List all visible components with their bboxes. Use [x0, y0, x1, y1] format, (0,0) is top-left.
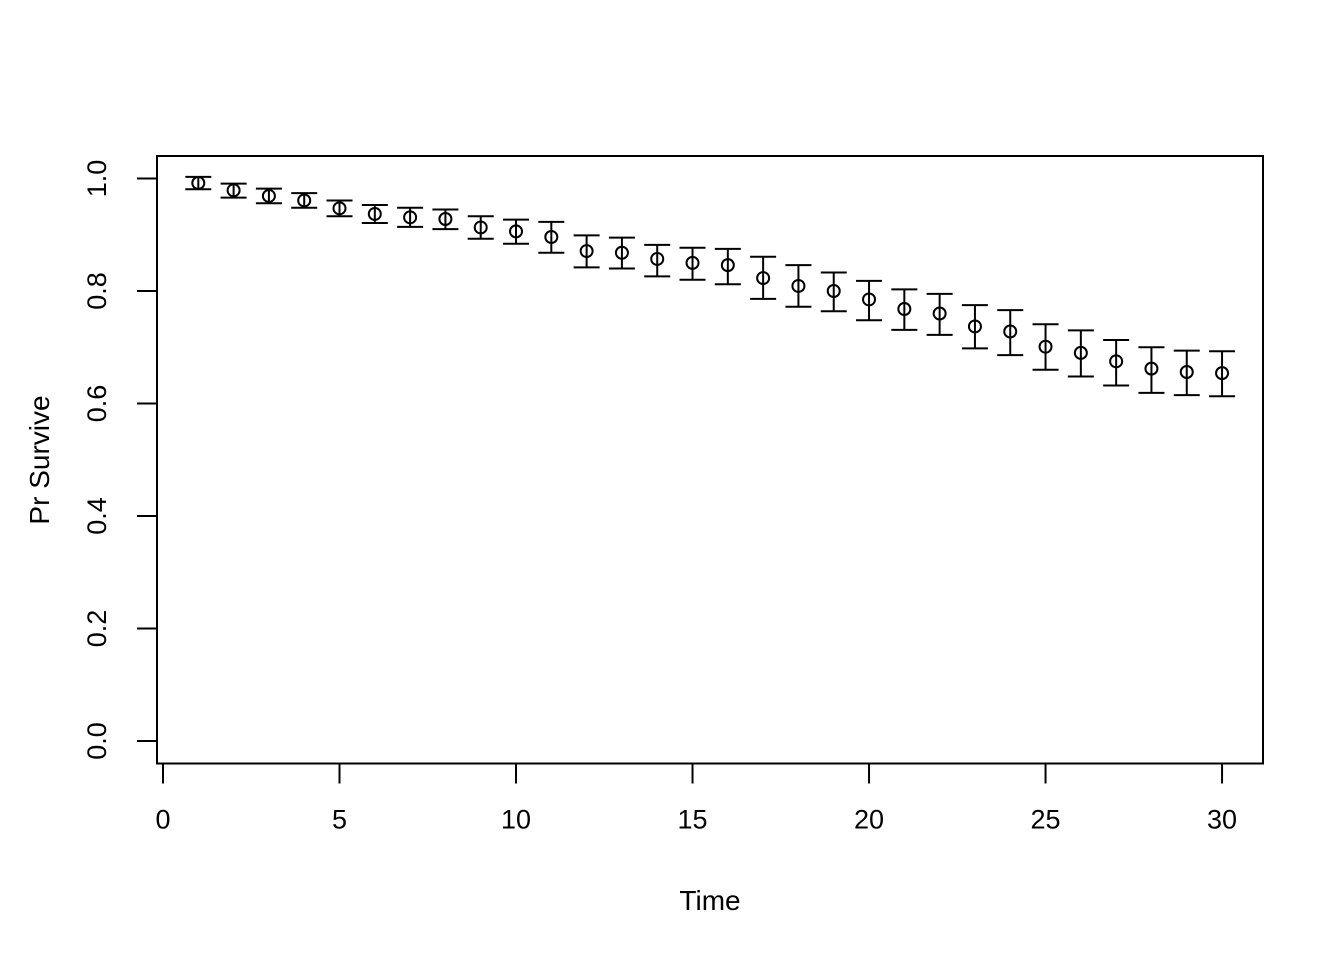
data-point-marker	[685, 255, 700, 270]
data-point-marker	[1038, 339, 1053, 354]
data-point-marker	[473, 220, 488, 235]
y-tick-label: 0.0	[82, 722, 112, 760]
y-tick-label: 0.2	[82, 610, 112, 648]
data-point-marker	[1003, 324, 1018, 339]
x-tick-label: 15	[678, 805, 708, 835]
data-point-marker	[1109, 354, 1124, 369]
data-point-marker	[756, 271, 771, 286]
data-point-marker	[544, 230, 559, 244]
x-tick-label: 10	[501, 805, 531, 835]
y-axis-title: Pr Survive	[24, 395, 55, 525]
data-point-marker	[438, 212, 453, 226]
data-point-marker	[297, 193, 312, 208]
x-tick-label: 30	[1207, 805, 1237, 835]
data-point-marker	[897, 302, 912, 316]
data-point-marker	[226, 183, 241, 198]
data-point-marker	[1215, 366, 1230, 381]
data-point-marker	[579, 244, 594, 259]
data-point-marker	[720, 258, 735, 273]
data-point-marker	[403, 210, 418, 225]
x-tick-label: 20	[854, 805, 884, 835]
data-point-marker	[191, 176, 206, 190]
data-point-marker	[614, 245, 629, 260]
x-tick-label: 25	[1031, 805, 1061, 835]
plot-box	[156, 155, 1264, 765]
data-point-marker	[1179, 365, 1194, 379]
data-point-marker	[826, 284, 841, 298]
data-point-marker	[862, 292, 877, 307]
data-point-marker	[932, 306, 947, 321]
x-tick-label: 5	[332, 805, 347, 835]
data-point-marker	[791, 278, 806, 293]
data-point-marker	[261, 188, 276, 203]
y-tick-label: 0.4	[82, 497, 112, 535]
data-point-marker	[1073, 345, 1088, 360]
y-tick-label: 1.0	[82, 160, 112, 198]
data-point-marker	[367, 206, 382, 221]
x-tick-label: 0	[155, 805, 170, 835]
x-axis-title: Time	[679, 885, 741, 916]
data-point-marker	[967, 319, 982, 334]
data-point-marker	[1144, 361, 1159, 376]
data-point-marker	[509, 224, 524, 239]
data-point-marker	[650, 251, 665, 266]
data-point-marker	[332, 201, 347, 216]
y-tick-label: 0.8	[82, 272, 112, 310]
y-tick-label: 0.6	[82, 385, 112, 423]
